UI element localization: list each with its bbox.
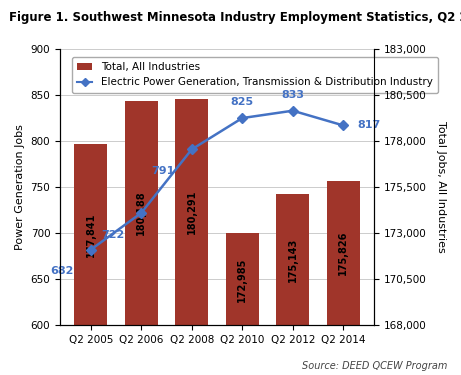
Bar [276,194,309,375]
Text: 180,188: 180,188 [136,191,146,236]
Bar [226,234,259,375]
Text: 817: 817 [357,120,380,130]
Text: Figure 1. Southwest Minnesota Industry Employment Statistics, Q2 2005 - Q2 2014: Figure 1. Southwest Minnesota Industry E… [9,11,461,24]
Text: Source: DEED QCEW Program: Source: DEED QCEW Program [302,361,447,371]
Text: 180,291: 180,291 [187,190,197,234]
Text: 791: 791 [152,166,175,176]
Text: 177,841: 177,841 [86,213,96,257]
Text: 172,985: 172,985 [237,257,247,302]
Bar [74,144,107,375]
Text: 825: 825 [230,97,254,107]
Bar [327,181,360,375]
Text: 722: 722 [101,230,124,240]
Text: 833: 833 [281,90,304,100]
Text: 175,143: 175,143 [288,237,298,282]
Y-axis label: Total Jobs, All Industries: Total Jobs, All Industries [436,121,446,253]
Y-axis label: Power Generation Jobs: Power Generation Jobs [15,124,25,250]
Text: 175,826: 175,826 [338,231,348,275]
Text: 682: 682 [51,266,74,276]
Bar [125,101,158,375]
Bar [175,99,208,375]
Legend: Total, All Industries, Electric Power Generation, Transmission & Distribution In: Total, All Industries, Electric Power Ge… [71,57,438,93]
